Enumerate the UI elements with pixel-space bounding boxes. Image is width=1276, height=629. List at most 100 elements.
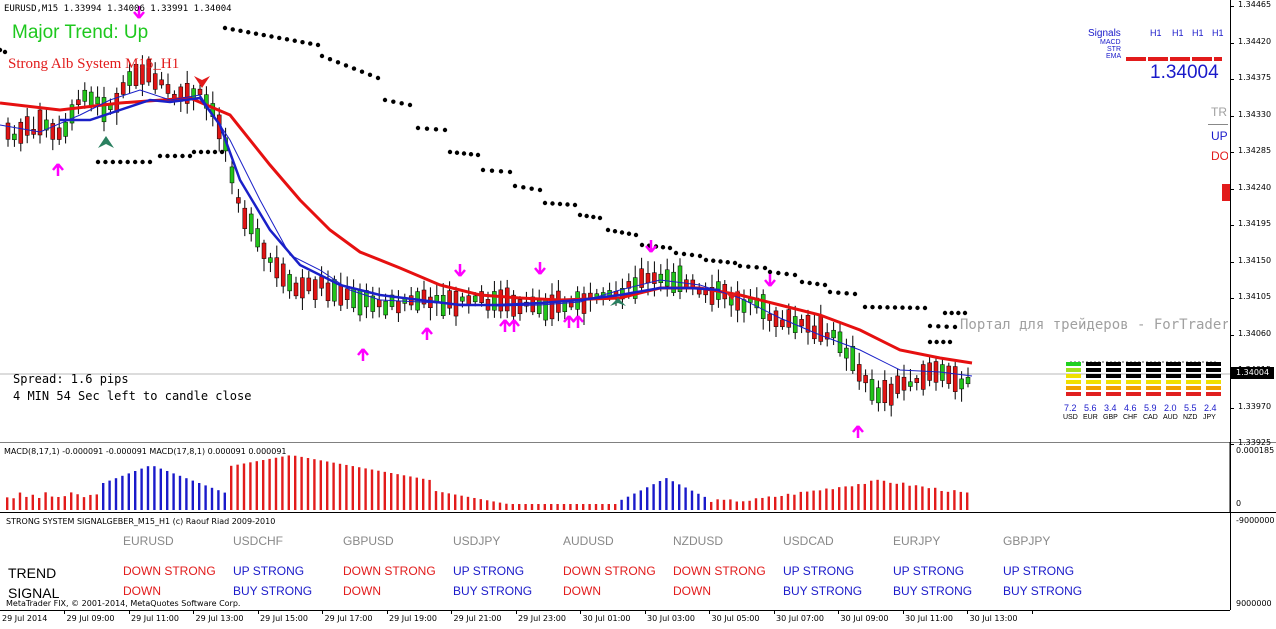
sar-dot — [737, 263, 743, 269]
bear-candle — [818, 315, 824, 342]
bear-candle — [517, 299, 523, 315]
strength-segment — [1106, 374, 1121, 378]
time-tick-label: 30 Jul 11:00 — [905, 614, 953, 623]
macd-bar — [230, 465, 233, 510]
macd-bar — [172, 473, 175, 510]
strength-segment — [1066, 368, 1081, 372]
macd-bar — [82, 497, 86, 510]
macd-bar — [569, 504, 572, 510]
strength-currency: NZD — [1183, 414, 1198, 421]
strength-segment — [1126, 374, 1141, 378]
time-tick — [967, 611, 968, 614]
sar-dot — [626, 231, 632, 236]
pair-name: AUDUSD — [563, 534, 614, 548]
macd-bar — [223, 492, 226, 510]
macd-bar — [703, 496, 706, 510]
pair-trend: UP STRONG — [233, 564, 305, 578]
price-tick-label: 1.34375 — [1238, 73, 1272, 82]
sar-dot — [2, 49, 8, 55]
signals-tf-1: H1 — [1150, 28, 1162, 38]
time-tick — [128, 611, 130, 614]
macd-bar — [102, 483, 105, 510]
sar-dot — [870, 304, 875, 310]
macd-bar — [249, 462, 252, 510]
bull-candle — [88, 91, 94, 107]
macd-bar — [671, 481, 674, 510]
bear-candle — [581, 293, 587, 314]
macd-bar — [146, 466, 150, 510]
macd-bar — [454, 494, 457, 510]
sar-dot — [956, 310, 961, 316]
sar-dot — [180, 153, 185, 159]
price-tick-label: 1.34285 — [1238, 146, 1272, 155]
price-tick — [1230, 79, 1234, 80]
sar-dot — [822, 282, 828, 288]
sar-dot — [836, 290, 841, 295]
price-tick-label: 1.33970 — [1238, 401, 1272, 411]
ema-line — [0, 96, 973, 365]
strength-segment — [1086, 368, 1101, 372]
sar-dot — [335, 60, 341, 65]
pair-signal: DOWN — [673, 584, 711, 598]
strength-value: 4.6 — [1124, 403, 1137, 413]
bear-candle — [165, 84, 171, 94]
time-tick-label: 29 Jul 17:00 — [324, 614, 373, 623]
buy-arrow — [563, 315, 575, 328]
pair-name: EURJPY — [893, 534, 941, 548]
sar-dot — [550, 201, 555, 206]
sar-dot — [498, 169, 504, 174]
sar-dot — [367, 72, 373, 78]
macd-bar — [562, 504, 566, 510]
macd-bar — [108, 480, 111, 510]
sar-dot — [468, 152, 474, 157]
macd-axis-top: 0.000185 — [1236, 446, 1275, 455]
bear-candle — [152, 73, 158, 90]
strength-segment — [1206, 368, 1221, 372]
macd-bar — [262, 460, 265, 510]
macd-bar — [95, 494, 98, 510]
macd-bar — [76, 494, 79, 510]
up-chevron-marker — [610, 298, 626, 306]
bear-candle — [293, 282, 299, 297]
macd-bar — [121, 475, 124, 510]
pair-trend: DOWN STRONG — [343, 564, 436, 578]
price-chart[interactable] — [0, 0, 1276, 442]
bear-candle — [863, 375, 868, 384]
sar-dot — [762, 265, 768, 271]
pair-trend: UP STRONG — [453, 564, 525, 578]
pair-signal: DOWN — [563, 584, 601, 598]
sar-dot — [947, 339, 953, 345]
time-tick — [193, 611, 194, 614]
macd-bar — [204, 485, 207, 510]
strength-value: 7.2 — [1064, 403, 1077, 413]
macd-bar — [825, 488, 828, 510]
macd-bar — [882, 480, 886, 510]
pair-signal: BUY STRONG — [783, 584, 863, 598]
bear-candle — [799, 319, 804, 327]
macd-bar — [268, 458, 271, 510]
bear-candle — [31, 129, 36, 135]
bear-candle — [37, 109, 43, 136]
macd-bar — [518, 504, 521, 510]
sar-dot — [565, 202, 570, 207]
sar-dot — [165, 153, 170, 159]
bear-candle — [447, 290, 452, 309]
macd-bar — [748, 500, 751, 510]
pair-name: GBPJPY — [1003, 534, 1051, 548]
strength-currency: JPY — [1203, 414, 1216, 421]
bear-candle — [396, 300, 401, 314]
macd-bar — [914, 485, 918, 510]
bear-candle — [18, 121, 24, 144]
macd-bar — [710, 501, 713, 510]
macd-bar — [633, 493, 636, 510]
signals-tf-3: H1 — [1192, 28, 1204, 38]
sar-dot — [612, 229, 618, 234]
price-tick — [1230, 42, 1234, 44]
strength-segment — [1186, 386, 1201, 390]
sar-dot — [754, 265, 759, 270]
macd-indicator[interactable] — [0, 442, 1276, 512]
macd-bar — [761, 497, 764, 510]
bear-candle — [421, 289, 427, 305]
macd-bar — [294, 455, 297, 510]
